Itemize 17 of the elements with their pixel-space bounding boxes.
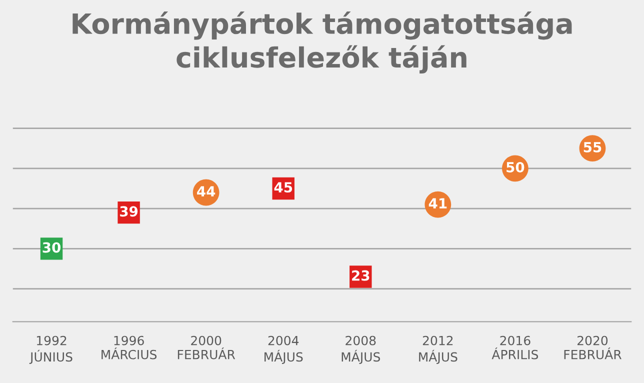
data-label: 44 <box>197 186 216 196</box>
x-tick-label: 1992 JÚNIUS <box>29 336 72 364</box>
x-tick-label: 1996 MÁRCIUS <box>102 336 157 360</box>
data-label: 30 <box>42 242 61 253</box>
x-tick-label: 2008 MÁJUS <box>342 336 380 364</box>
data-label: 39 <box>120 206 138 217</box>
x-tick-label: 2020 FEBRUÁR <box>564 336 622 360</box>
data-label: 50 <box>506 162 524 172</box>
data-label: 45 <box>274 182 292 193</box>
data-label: 23 <box>352 270 370 281</box>
x-tick-label: 2004 MÁJUS <box>264 336 303 364</box>
chart-title: Kormánypártok támogatottsága ciklusfelezők táján <box>72 11 572 74</box>
data-label: 41 <box>428 198 447 208</box>
x-tick-label: 2012 MÁJUS <box>419 336 458 364</box>
data-label: 55 <box>584 142 602 152</box>
x-tick-label: 2000 FEBRUÁR <box>178 336 236 360</box>
x-tick-label: 2016 ÁPRILIS <box>492 336 538 360</box>
